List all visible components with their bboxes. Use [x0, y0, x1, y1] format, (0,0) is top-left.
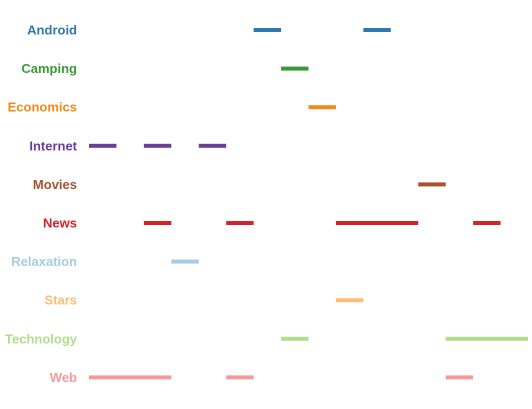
segment-news-2 [226, 221, 254, 225]
label-news: News [43, 216, 77, 231]
segment-news-1 [143, 221, 172, 225]
label-android: Android [27, 23, 77, 38]
segment-movies-1 [418, 182, 446, 187]
label-web: Web [50, 370, 77, 385]
label-economics: Economics [8, 100, 77, 115]
segment-stars-1 [335, 298, 364, 303]
segment-web-2 [226, 375, 254, 380]
label-relaxation: Relaxation [11, 254, 77, 269]
category-labels: Android Camping Economics Internet Movies New… [5, 23, 78, 385]
segment-android-1 [253, 28, 282, 32]
label-camping: Camping [21, 61, 77, 76]
segment-technology-1 [281, 336, 309, 341]
segment-internet-2 [143, 143, 172, 148]
segment-web-1 [89, 375, 172, 380]
label-movies: Movies [33, 177, 77, 192]
segment-android-2 [363, 28, 391, 32]
segment-news-3 [335, 221, 419, 225]
segment-bars [89, 28, 528, 380]
segment-internet-3 [198, 143, 227, 148]
segment-camping-1 [281, 66, 309, 71]
label-stars: Stars [44, 293, 77, 308]
segment-economics-1 [308, 105, 336, 110]
segment-relaxation-1 [171, 259, 199, 264]
segment-technology-2 [445, 336, 528, 341]
segment-internet-1 [89, 143, 117, 148]
segment-web-3 [445, 375, 474, 380]
label-internet: Internet [29, 138, 77, 153]
segment-news-4 [473, 221, 501, 225]
label-technology: Technology [5, 331, 78, 346]
